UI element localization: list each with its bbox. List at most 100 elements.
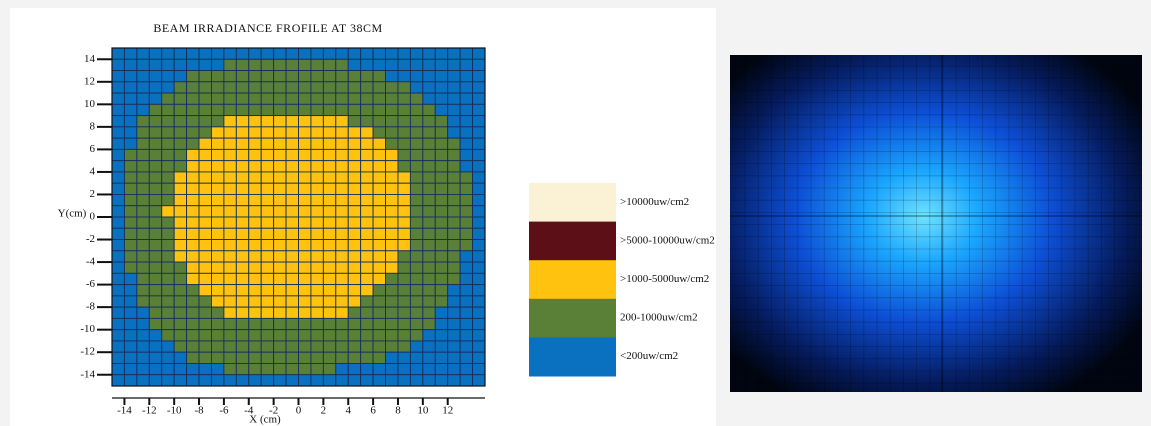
cell bbox=[173, 160, 188, 173]
cell bbox=[161, 115, 175, 128]
cell bbox=[322, 205, 337, 218]
cell bbox=[372, 272, 386, 286]
cell bbox=[397, 115, 411, 128]
cell bbox=[285, 272, 299, 286]
cell bbox=[335, 374, 349, 387]
cell bbox=[310, 58, 324, 71]
cell bbox=[397, 295, 411, 308]
cell bbox=[372, 239, 386, 252]
cell bbox=[397, 126, 411, 139]
cell bbox=[111, 250, 125, 263]
cell bbox=[223, 340, 237, 353]
cell bbox=[310, 126, 324, 139]
cell bbox=[161, 81, 175, 94]
cell bbox=[447, 239, 461, 252]
cell bbox=[422, 374, 436, 387]
cell bbox=[161, 194, 175, 207]
cell bbox=[198, 126, 212, 139]
cell bbox=[385, 272, 399, 286]
cell bbox=[385, 340, 399, 353]
cell bbox=[211, 115, 225, 128]
y-tick-label: 12 bbox=[84, 75, 95, 87]
cell bbox=[198, 115, 212, 128]
cell bbox=[173, 363, 188, 376]
cell bbox=[136, 284, 150, 297]
cell bbox=[409, 317, 424, 331]
cell bbox=[360, 70, 374, 83]
cell bbox=[472, 160, 486, 173]
cell bbox=[409, 126, 424, 139]
cell bbox=[211, 171, 225, 184]
cell bbox=[397, 160, 411, 173]
cell bbox=[173, 272, 188, 286]
cell bbox=[161, 306, 175, 319]
cell bbox=[310, 92, 324, 105]
cell bbox=[198, 182, 212, 195]
cell bbox=[298, 261, 312, 274]
cell bbox=[123, 148, 138, 162]
cell bbox=[173, 103, 188, 117]
cell bbox=[148, 374, 163, 387]
cell bbox=[148, 115, 163, 128]
cell bbox=[322, 47, 337, 60]
cell bbox=[211, 47, 225, 60]
cell bbox=[409, 261, 424, 274]
cell bbox=[360, 363, 374, 376]
cell bbox=[173, 306, 188, 319]
cell bbox=[260, 171, 275, 184]
cell bbox=[397, 261, 411, 274]
cell bbox=[285, 126, 299, 139]
cell bbox=[235, 295, 250, 308]
cell bbox=[310, 137, 324, 150]
cell bbox=[173, 171, 188, 184]
cell bbox=[409, 58, 424, 71]
cell bbox=[148, 306, 163, 319]
cell bbox=[161, 295, 175, 308]
cell bbox=[248, 329, 262, 342]
cell bbox=[273, 194, 287, 207]
cell bbox=[472, 227, 486, 240]
cell bbox=[111, 205, 125, 218]
cell bbox=[285, 182, 299, 195]
x-tick-label: -2 bbox=[269, 405, 278, 417]
cell bbox=[360, 227, 374, 240]
cell bbox=[472, 70, 486, 83]
cell bbox=[235, 182, 250, 195]
cell bbox=[111, 115, 125, 128]
cell bbox=[385, 363, 399, 376]
photo-image bbox=[730, 55, 1142, 392]
cell bbox=[198, 148, 212, 162]
cell bbox=[322, 194, 337, 207]
cell bbox=[198, 295, 212, 308]
cell bbox=[211, 250, 225, 263]
cell bbox=[173, 239, 188, 252]
cell bbox=[397, 363, 411, 376]
cell bbox=[298, 115, 312, 128]
cell bbox=[198, 137, 212, 150]
cell bbox=[459, 205, 474, 218]
cell bbox=[123, 227, 138, 240]
cell bbox=[173, 194, 188, 207]
y-tick-label: -6 bbox=[86, 278, 96, 290]
cell bbox=[298, 194, 312, 207]
cell bbox=[385, 374, 399, 387]
cell bbox=[422, 306, 436, 319]
y-tick-label: 8 bbox=[90, 120, 96, 132]
cell bbox=[223, 103, 237, 117]
cell bbox=[372, 363, 386, 376]
cell bbox=[447, 126, 461, 139]
cell bbox=[459, 317, 474, 331]
cell bbox=[186, 374, 200, 387]
cell bbox=[360, 374, 374, 387]
cell bbox=[260, 295, 275, 308]
cell bbox=[211, 70, 225, 83]
cell bbox=[372, 92, 386, 105]
cell bbox=[260, 205, 275, 218]
cell bbox=[347, 239, 362, 252]
cell bbox=[372, 216, 386, 229]
y-tick-label: 6 bbox=[90, 143, 96, 155]
cell bbox=[273, 205, 287, 218]
cell bbox=[335, 126, 349, 139]
cell bbox=[186, 363, 200, 376]
cell bbox=[173, 148, 188, 162]
